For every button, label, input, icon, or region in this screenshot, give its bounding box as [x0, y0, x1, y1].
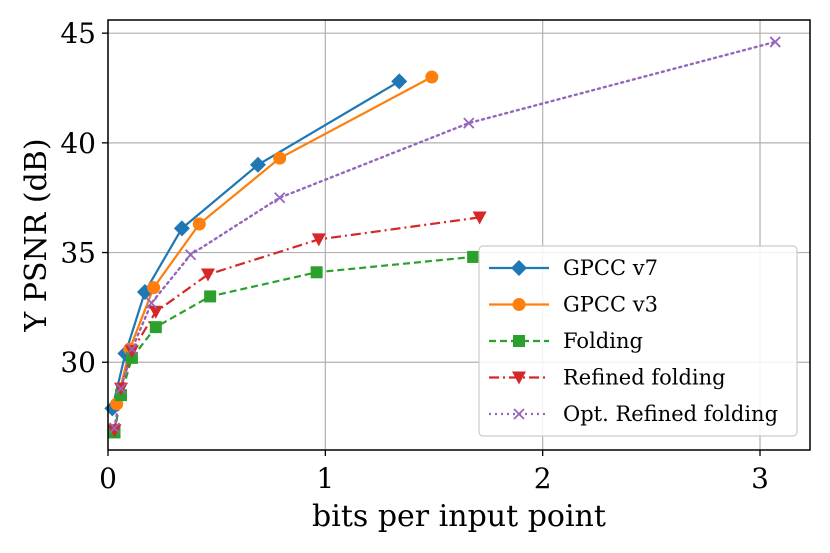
data-point	[173, 220, 190, 237]
data-point	[425, 70, 439, 84]
data-point	[192, 217, 206, 231]
y-tick-label: 40	[60, 127, 96, 160]
x-axis-label: bits per input point	[312, 499, 606, 534]
data-point	[115, 382, 127, 395]
data-point	[126, 343, 138, 355]
data-point	[184, 249, 197, 261]
data-point	[200, 268, 215, 282]
data-point	[391, 73, 408, 90]
series-line-0	[111, 80, 400, 409]
legend-label-3: Refined folding	[563, 366, 726, 390]
x-tick-label: 1	[316, 462, 334, 495]
legend-marker-1	[512, 298, 526, 311]
y-tick-label: 45	[60, 17, 96, 50]
axis-ticks: 0 1 2 3 30 35 40 45	[60, 17, 769, 495]
data-point	[147, 281, 161, 295]
plot-frame	[107, 19, 811, 451]
data-point	[204, 290, 217, 303]
data-point	[769, 36, 781, 48]
legend-marker-2	[513, 335, 525, 347]
data-point	[108, 422, 121, 434]
series-line-1	[115, 76, 433, 405]
data-point	[107, 424, 122, 438]
x-tick-label: 0	[99, 462, 117, 495]
y-tick-label: 35	[60, 237, 96, 270]
data-point	[148, 305, 163, 319]
legend-marker-3	[512, 371, 526, 385]
data-point	[273, 151, 287, 165]
data-point	[249, 156, 266, 173]
data-point	[467, 250, 480, 263]
legend-label-4: Opt. Refined folding	[563, 402, 778, 426]
legend-label-1: GPCC v3	[563, 293, 658, 317]
data-point	[472, 211, 487, 225]
legend-marker-0	[511, 260, 527, 276]
data-point	[145, 297, 158, 309]
x-tick-label: 2	[534, 462, 552, 495]
data-point	[149, 321, 162, 334]
data-point	[310, 266, 323, 279]
series-line-4	[113, 40, 777, 430]
legend-marker-4	[513, 408, 525, 420]
y-axis-label: Y PSNR (dB)	[19, 138, 54, 332]
data-point	[124, 345, 139, 359]
legend-box	[478, 245, 798, 437]
data-point	[463, 117, 475, 129]
grid	[107, 20, 810, 450]
data-point	[311, 233, 326, 247]
legend: GPCC v7 GPCC v3 Folding Refined folding Opt.…	[478, 245, 798, 437]
y-tick-label: 30	[60, 346, 96, 379]
x-tick-label: 3	[751, 462, 769, 495]
legend-label-0: GPCC v7	[563, 256, 658, 280]
legend-label-2: Folding	[563, 329, 643, 353]
data-point	[274, 192, 286, 204]
